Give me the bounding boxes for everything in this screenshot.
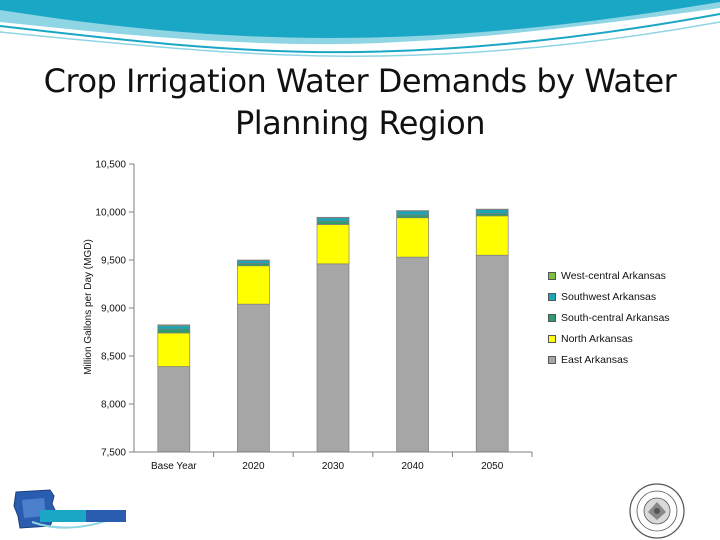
bar-segment	[157, 328, 191, 334]
x-tick-label: 2040	[401, 461, 424, 472]
x-tick-label: Base Year	[151, 461, 197, 472]
y-tick-label: 8,500	[101, 352, 126, 363]
header-wave-decoration	[0, 0, 720, 57]
y-tick-label: 7,500	[101, 448, 126, 459]
arkansas-waterplan-logo	[13, 489, 126, 529]
bar-segment	[237, 303, 270, 453]
legend-item: East Arkansas	[548, 349, 670, 370]
y-tick-label: 10,500	[95, 160, 126, 171]
header-wave-line	[0, 13, 720, 54]
legend-label: South-central Arkansas	[561, 311, 670, 324]
legend-item: West-central Arkansas	[548, 266, 670, 287]
commission-seal	[629, 483, 685, 539]
legend-label: North Arkansas	[561, 332, 633, 345]
legend-item: Southwest Arkansas	[548, 287, 670, 308]
header-wave-dark	[0, 0, 720, 38]
header-wave-line-thin	[0, 21, 720, 57]
y-tick-label: 8,000	[101, 400, 126, 411]
bars	[157, 208, 509, 453]
legend-swatch	[548, 355, 556, 364]
bar-segment	[316, 263, 350, 453]
legend-label: East Arkansas	[561, 353, 629, 366]
x-tick-label: 2050	[481, 461, 504, 472]
bar-segment	[157, 366, 191, 453]
y-tick-label: 10,000	[95, 208, 126, 219]
bar-segment	[237, 263, 270, 267]
y-tick-label: 9,500	[101, 256, 126, 267]
legend-swatch	[548, 313, 556, 322]
legend-label: Southwest Arkansas	[561, 291, 657, 304]
chart-legend: West-central Arkansas Southwest Arkansas S…	[548, 266, 670, 370]
legend-swatch	[548, 334, 556, 343]
bar-segment	[396, 217, 429, 258]
bar-segment	[396, 210, 429, 216]
legend-item: North Arkansas	[548, 328, 670, 349]
bar-segment	[475, 254, 509, 453]
bar-segment	[157, 332, 191, 367]
y-axis: 7,500 8,000 8,500 9,000 9,500 10,000 10,500	[95, 160, 135, 459]
y-tick-label: 9,000	[101, 304, 126, 315]
bar-segment	[475, 209, 509, 214]
legend-item: South-central Arkansas	[548, 308, 670, 329]
bar-segment	[475, 215, 509, 256]
bar-segment	[316, 217, 350, 222]
bar-segment	[157, 325, 191, 330]
bar-segment	[475, 213, 509, 217]
legend-label: West-central Arkansas	[561, 270, 666, 283]
bar-segment	[316, 224, 350, 265]
bar-segment	[396, 256, 429, 453]
x-tick-label: 2030	[322, 461, 345, 472]
x-axis: Base Year 2020 2030 2040 2050	[134, 451, 533, 472]
bar-segment	[237, 260, 270, 264]
legend-swatch	[548, 293, 556, 302]
bar-segment	[157, 324, 191, 327]
bar-segment	[237, 265, 270, 305]
bar-segment	[396, 214, 429, 219]
x-tick-label: 2020	[242, 461, 265, 472]
bar-segment	[316, 220, 350, 225]
y-axis-title: Million Gallons per Day (MGD)	[83, 239, 94, 375]
legend-swatch	[548, 272, 556, 281]
slide-title: Crop Irrigation Water Demands by Water P…	[43, 62, 677, 142]
